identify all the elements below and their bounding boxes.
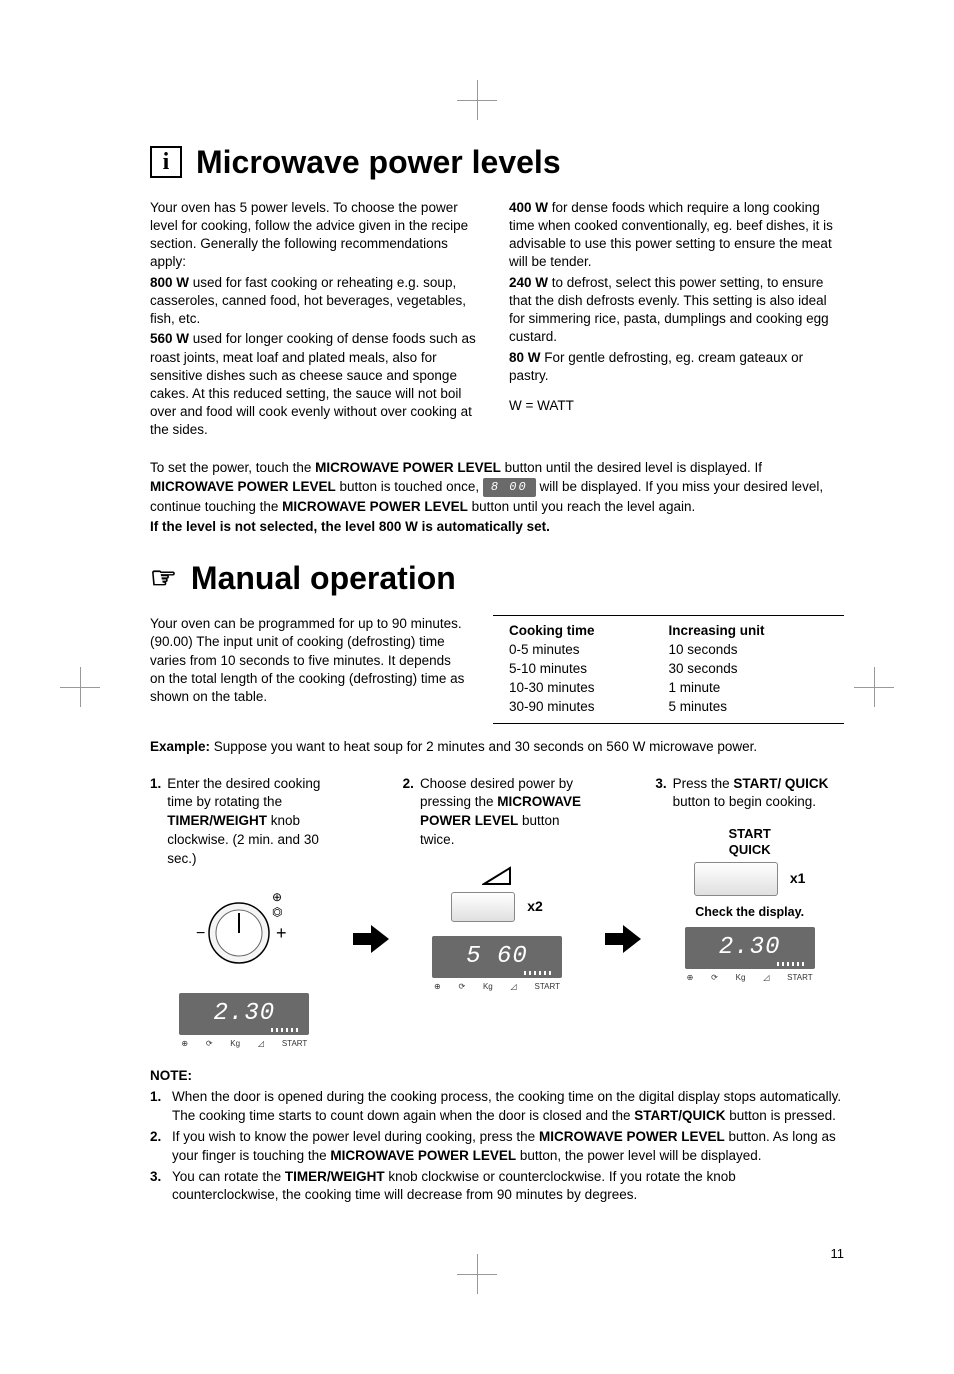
display-panel: 2.30 ⊕ ⟳ Kg ◿ START bbox=[685, 927, 815, 983]
arrow-icon bbox=[353, 925, 389, 959]
page-number: 11 bbox=[150, 1245, 844, 1263]
step-3: 3. Press the START/ QUICK button to begi… bbox=[655, 775, 844, 984]
watt-desc: For gentle defrosting, eg. cream gateaux… bbox=[509, 350, 803, 383]
check-display-label: Check the display. bbox=[655, 904, 844, 922]
start-quick-label: START QUICK bbox=[655, 826, 844, 857]
display-screen: 5 60 bbox=[432, 936, 562, 978]
heading-text: Manual operation bbox=[191, 556, 456, 601]
watt-definition: W = WATT bbox=[509, 397, 844, 415]
power-level-560: 560 W used for longer cooking of dense f… bbox=[150, 330, 485, 439]
table-header: Increasing unit bbox=[669, 622, 829, 641]
step-1: 1. Enter the desired cooking time by rot… bbox=[150, 775, 339, 1050]
power-level-400: 400 W for dense foods which require a lo… bbox=[509, 199, 844, 272]
page-content: i Microwave power levels Your oven has 5… bbox=[0, 30, 954, 1344]
steps-row: 1. Enter the desired cooking time by rot… bbox=[150, 775, 844, 1050]
display-screen: 2.30 bbox=[685, 927, 815, 969]
button-name: MICROWAVE POWER LEVEL bbox=[282, 499, 468, 514]
press-count: x1 bbox=[790, 869, 806, 889]
info-icon: i bbox=[150, 146, 182, 178]
step-number: 3. bbox=[655, 775, 666, 813]
watt-label: 80 W bbox=[509, 350, 541, 365]
note-item: 1. When the door is opened during the co… bbox=[150, 1088, 844, 1126]
svg-text:+: + bbox=[276, 923, 287, 943]
watt-desc: used for longer cooking of dense foods s… bbox=[150, 331, 476, 437]
press-count: x2 bbox=[527, 897, 543, 917]
manual-intro-row: Your oven can be programmed for up to 90… bbox=[150, 615, 844, 723]
timer-knob-icon: − + ⊕ ⏣ bbox=[184, 883, 304, 973]
table-row: 0-5 minutes10 seconds bbox=[509, 641, 828, 660]
watt-label: 560 W bbox=[150, 331, 189, 346]
watt-label: 800 W bbox=[150, 275, 189, 290]
table-row: 5-10 minutes30 seconds bbox=[509, 660, 828, 679]
auto-set-note: If the level is not selected, the level … bbox=[150, 519, 550, 534]
watt-desc: to defrost, select this power setting, t… bbox=[509, 275, 829, 345]
power-level-button-icon bbox=[451, 892, 515, 922]
table-header: Cooking time bbox=[509, 622, 669, 641]
power-level-800: 800 W used for fast cooking or reheating… bbox=[150, 274, 485, 329]
power-level-icon bbox=[482, 864, 512, 886]
watt-label: 400 W bbox=[509, 200, 548, 215]
display-panel: 5 60 ⊕ ⟳ Kg ◿ START bbox=[432, 936, 562, 992]
step-body: Choose desired power by pressing the MIC… bbox=[420, 775, 591, 851]
note-header: NOTE: bbox=[150, 1067, 844, 1086]
step-number: 1. bbox=[150, 775, 161, 869]
step-body: Enter the desired cooking time by rotati… bbox=[167, 775, 338, 869]
crop-mark-top bbox=[457, 80, 497, 120]
power-level-80: 80 W For gentle defrosting, eg. cream ga… bbox=[509, 349, 844, 385]
start-quick-button-icon bbox=[694, 862, 778, 896]
table-row: 10-30 minutes1 minute bbox=[509, 679, 828, 698]
heading-manual-operation: ☞ Manual operation bbox=[150, 556, 844, 601]
heading-text: Microwave power levels bbox=[196, 140, 561, 185]
display-panel: 2.30 ⊕ ⟳ Kg ◿ START bbox=[179, 993, 309, 1049]
crop-mark-bottom bbox=[457, 1254, 497, 1294]
svg-text:⊕: ⊕ bbox=[272, 890, 282, 904]
power-levels-columns: Your oven has 5 power levels. To choose … bbox=[150, 199, 844, 442]
arrow-icon bbox=[605, 925, 641, 959]
set-power-paragraph: To set the power, touch the MICROWAVE PO… bbox=[150, 458, 844, 537]
step-number: 2. bbox=[403, 775, 414, 851]
display-legend: ⊕ ⟳ Kg ◿ START bbox=[432, 981, 562, 992]
button-name: MICROWAVE POWER LEVEL bbox=[150, 479, 336, 494]
hand-pointing-icon: ☞ bbox=[150, 564, 177, 594]
note-item: 3. You can rotate the TIMER/WEIGHT knob … bbox=[150, 1168, 844, 1206]
example-label: Example: bbox=[150, 739, 210, 754]
watt-desc: for dense foods which require a long coo… bbox=[509, 200, 833, 270]
intro-paragraph: Your oven has 5 power levels. To choose … bbox=[150, 199, 485, 272]
heading-microwave-power-levels: i Microwave power levels bbox=[150, 140, 844, 185]
manual-intro-text: Your oven can be programmed for up to 90… bbox=[150, 615, 469, 706]
example-line: Example: Suppose you want to heat soup f… bbox=[150, 738, 844, 757]
button-name: MICROWAVE POWER LEVEL bbox=[315, 460, 501, 475]
power-level-240: 240 W to defrost, select this power sett… bbox=[509, 274, 844, 347]
note-section: NOTE: 1. When the door is opened during … bbox=[150, 1067, 844, 1205]
crop-mark-right bbox=[854, 667, 894, 707]
display-chip-icon: 8 00 bbox=[483, 478, 536, 497]
display-screen: 2.30 bbox=[179, 993, 309, 1035]
step-2: 2. Choose desired power by pressing the … bbox=[403, 775, 592, 993]
svg-text:⏣: ⏣ bbox=[272, 905, 282, 919]
watt-label: 240 W bbox=[509, 275, 548, 290]
display-legend: ⊕ ⟳ Kg ◿ START bbox=[179, 1038, 309, 1049]
cooking-time-table: Cooking time Increasing unit 0-5 minutes… bbox=[493, 615, 844, 723]
table-row: 30-90 minutes5 minutes bbox=[509, 698, 828, 717]
svg-text:−: − bbox=[196, 925, 205, 942]
step-body: Press the START/ QUICK button to begin c… bbox=[673, 775, 844, 813]
crop-mark-left bbox=[60, 667, 100, 707]
note-item: 2. If you wish to know the power level d… bbox=[150, 1128, 844, 1166]
display-legend: ⊕ ⟳ Kg ◿ START bbox=[685, 972, 815, 983]
watt-desc: used for fast cooking or reheating e.g. … bbox=[150, 275, 466, 326]
